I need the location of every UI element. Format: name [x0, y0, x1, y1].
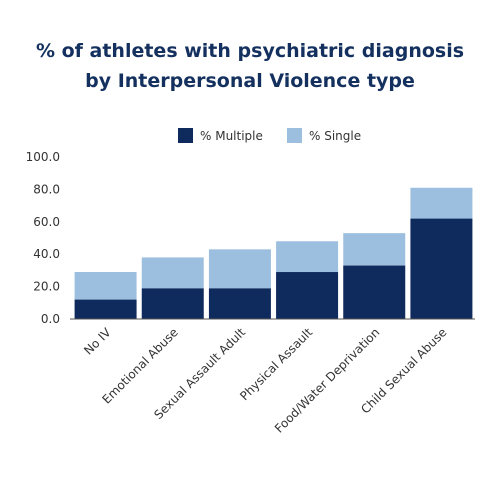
legend-swatch-multiple	[178, 128, 193, 143]
y-tick-label: 100.0	[26, 150, 60, 164]
bar-multiple	[74, 299, 137, 319]
x-tick-label: Physical Assault	[237, 325, 315, 403]
y-tick-label: 40.0	[33, 247, 60, 261]
chart-title: % of athletes with psychiatric diagnosis…	[0, 36, 500, 96]
legend-swatch-single	[287, 128, 302, 143]
bar-multiple	[208, 288, 271, 319]
bar-multiple	[141, 288, 204, 319]
y-tick-label: 0.0	[41, 312, 60, 326]
y-tick-label: 60.0	[33, 215, 60, 229]
bar-single	[208, 249, 271, 289]
bar-single	[276, 241, 339, 273]
title-line-2: by Interpersonal Violence type	[85, 70, 415, 92]
bar-single	[410, 187, 473, 219]
y-tick-label: 20.0	[33, 280, 60, 294]
bar-single	[343, 233, 406, 266]
legend-label-single: % Single	[309, 129, 361, 143]
bar-single	[74, 272, 137, 300]
bar-single	[141, 257, 204, 289]
bar-multiple	[276, 272, 339, 319]
bar-multiple	[410, 218, 473, 319]
legend-label-multiple: % Multiple	[200, 129, 263, 143]
title-line-1: % of athletes with psychiatric diagnosis	[35, 40, 465, 62]
x-tick-label: No IV	[81, 325, 114, 358]
bar-multiple	[343, 265, 406, 319]
y-tick-label: 80.0	[33, 182, 60, 196]
